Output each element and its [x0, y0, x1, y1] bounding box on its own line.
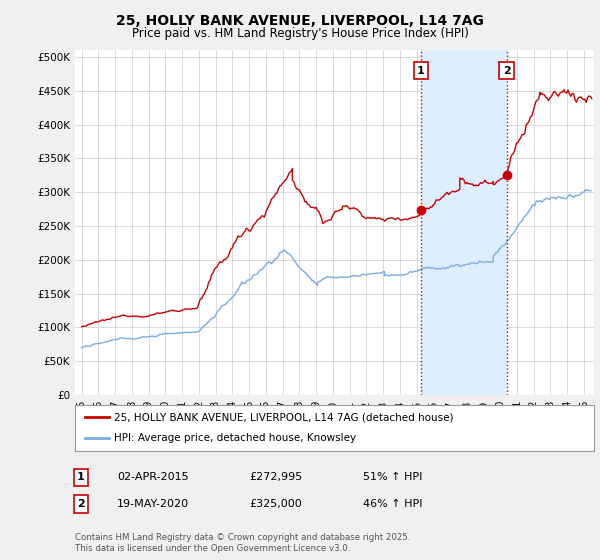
- Text: £325,000: £325,000: [249, 499, 302, 509]
- Text: 25, HOLLY BANK AVENUE, LIVERPOOL, L14 7AG (detached house): 25, HOLLY BANK AVENUE, LIVERPOOL, L14 7A…: [114, 412, 454, 422]
- Text: 1: 1: [417, 66, 425, 76]
- Text: £272,995: £272,995: [249, 472, 302, 482]
- Text: Contains HM Land Registry data © Crown copyright and database right 2025.
This d: Contains HM Land Registry data © Crown c…: [75, 533, 410, 553]
- Bar: [421, 50, 506, 395]
- Text: Price paid vs. HM Land Registry's House Price Index (HPI): Price paid vs. HM Land Registry's House …: [131, 27, 469, 40]
- Text: 1: 1: [77, 472, 85, 482]
- Text: 19-MAY-2020: 19-MAY-2020: [117, 499, 189, 509]
- Text: 25, HOLLY BANK AVENUE, LIVERPOOL, L14 7AG: 25, HOLLY BANK AVENUE, LIVERPOOL, L14 7A…: [116, 14, 484, 28]
- Text: 46% ↑ HPI: 46% ↑ HPI: [363, 499, 422, 509]
- Text: 02-APR-2015: 02-APR-2015: [117, 472, 188, 482]
- Text: 51% ↑ HPI: 51% ↑ HPI: [363, 472, 422, 482]
- Text: 2: 2: [77, 499, 85, 509]
- Text: 2: 2: [503, 66, 511, 76]
- Text: HPI: Average price, detached house, Knowsley: HPI: Average price, detached house, Know…: [114, 433, 356, 444]
